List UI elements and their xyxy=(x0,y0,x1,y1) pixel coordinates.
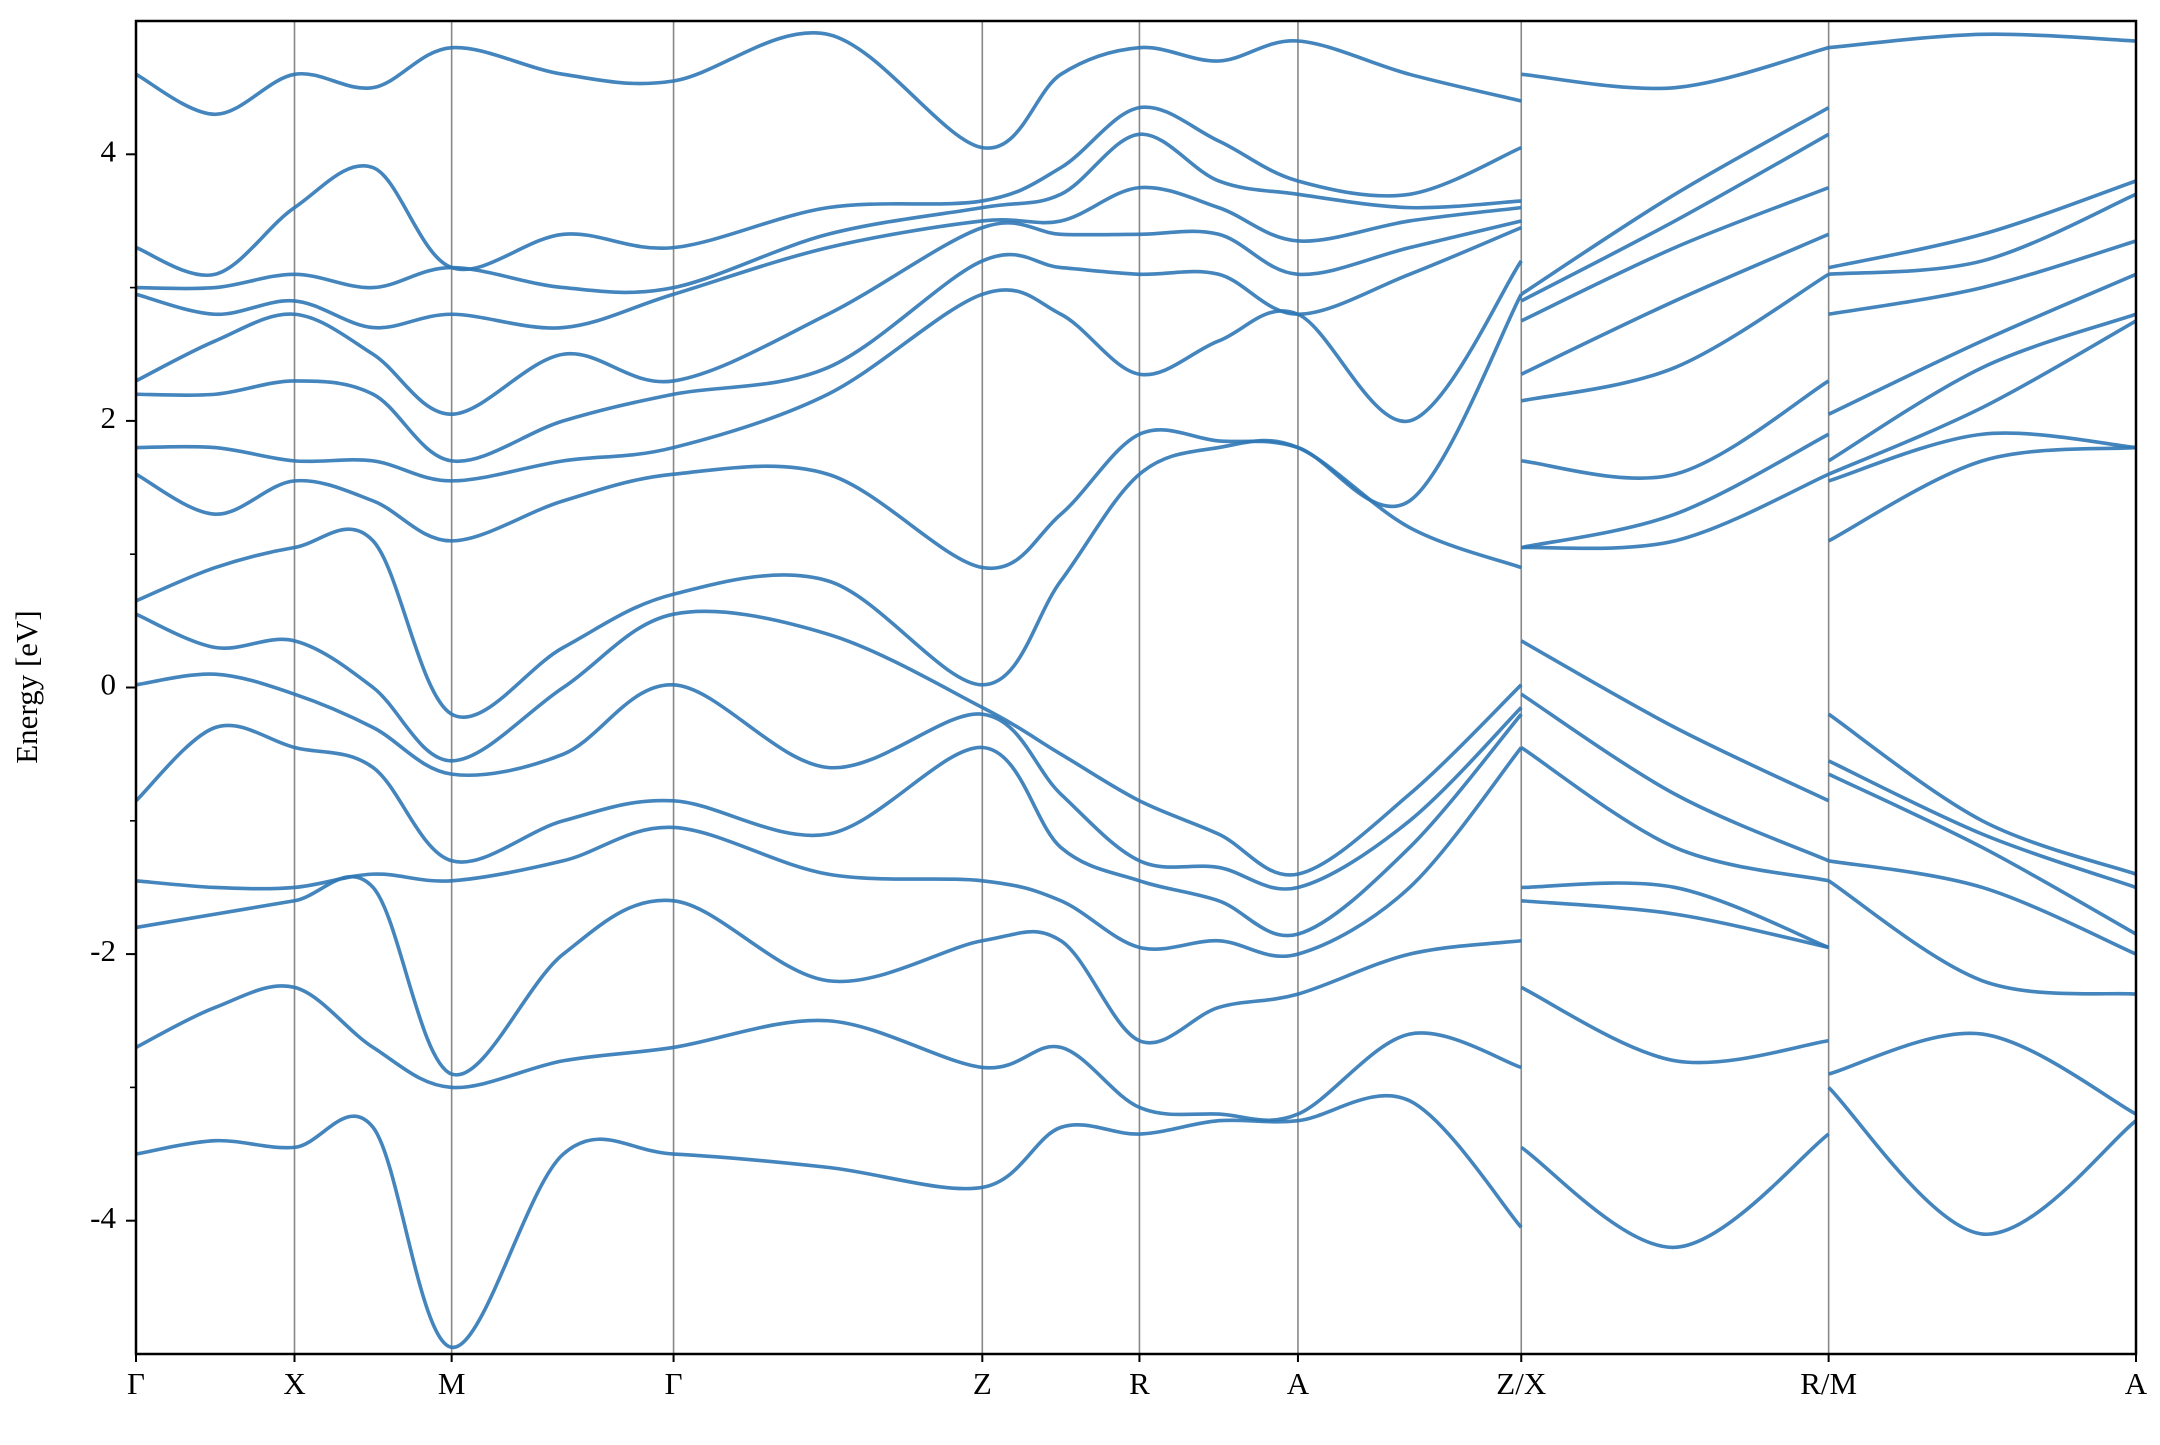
band-line xyxy=(136,874,2136,1077)
band-line xyxy=(136,984,2136,1122)
y-tick-label: 4 xyxy=(101,133,117,168)
band-line xyxy=(136,609,2136,877)
band-line xyxy=(136,293,2136,571)
x-tick-label: A xyxy=(2125,1366,2148,1401)
y-tick-label: 0 xyxy=(101,667,117,702)
x-tick-label: X xyxy=(283,1366,305,1401)
band-line xyxy=(136,31,2136,150)
band-line xyxy=(136,105,2136,296)
band-line xyxy=(136,713,2136,938)
band-line xyxy=(136,225,2136,464)
y-tick-label: 2 xyxy=(101,400,117,435)
grid xyxy=(135,21,2137,1354)
x-tick-label: Γ xyxy=(127,1366,145,1401)
axes: Γ X M Γ Z R A Z/X R/M A -4 -2 0 2 4 xyxy=(90,133,2148,1401)
y-tick-label: -2 xyxy=(90,933,116,968)
band-line xyxy=(136,219,2136,417)
x-tick-label: A xyxy=(1287,1366,1310,1401)
band-line xyxy=(136,185,2136,330)
plot-frame xyxy=(134,19,2138,1356)
y-axis-label: Energy [eV] xyxy=(9,610,44,764)
band-line xyxy=(136,132,2136,303)
x-tick-label: R xyxy=(1129,1366,1150,1401)
x-tick-label: Z/X xyxy=(1496,1366,1546,1401)
band-line xyxy=(136,259,2136,483)
x-tick-label: M xyxy=(438,1366,466,1401)
bands xyxy=(136,31,2136,1350)
x-tick-label: Γ xyxy=(665,1366,683,1401)
x-tick-label: Z xyxy=(973,1366,992,1401)
y-tick-label: -4 xyxy=(90,1200,116,1235)
x-tick-label: R/M xyxy=(1800,1366,1857,1401)
band-line xyxy=(136,672,2136,891)
band-line xyxy=(136,438,2136,719)
band-line xyxy=(136,1086,2136,1350)
